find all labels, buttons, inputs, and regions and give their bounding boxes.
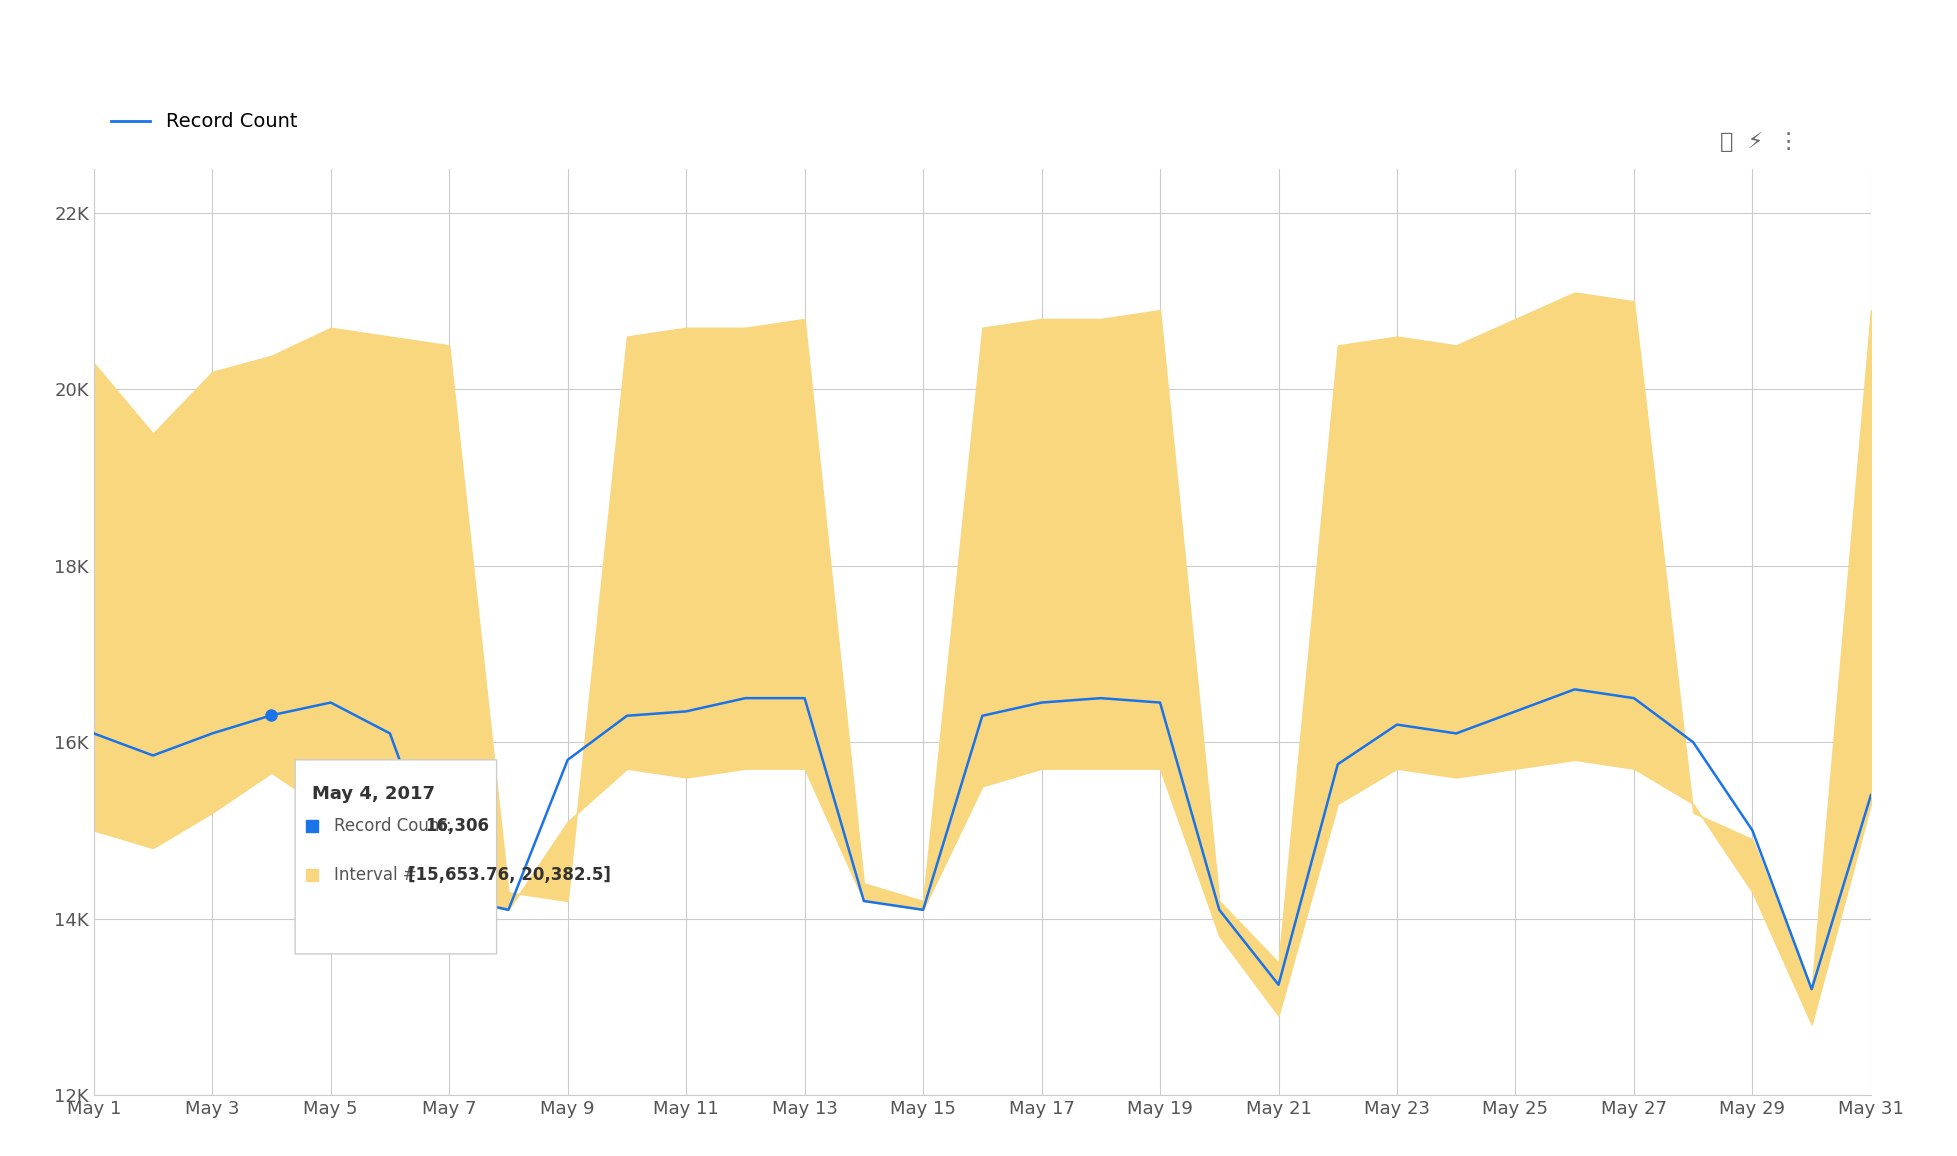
Text: May 4, 2017: May 4, 2017	[311, 785, 434, 802]
Text: Record Count:: Record Count:	[333, 817, 456, 835]
Legend: Record Count: Record Count	[104, 104, 305, 139]
Text: [15,653.76, 20,382.5]: [15,653.76, 20,382.5]	[407, 866, 611, 883]
FancyBboxPatch shape	[296, 759, 497, 954]
Text: 16,306: 16,306	[425, 817, 489, 835]
Text: 🔔  ⚡  ⋮: 🔔 ⚡ ⋮	[1718, 132, 1798, 151]
Text: Interval #1:: Interval #1:	[333, 866, 438, 883]
